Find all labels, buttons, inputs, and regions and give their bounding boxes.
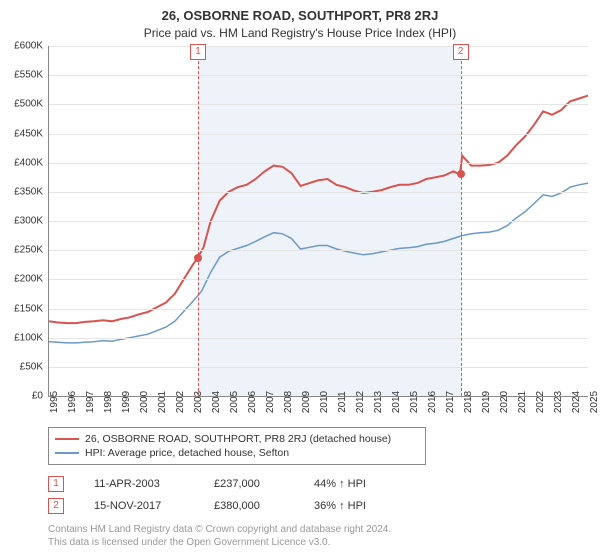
x-tick-label: 1999 [121, 391, 132, 413]
y-tick-label: £150K [14, 303, 43, 314]
y-tick-label: £200K [14, 274, 43, 285]
sale-date: 11-APR-2003 [94, 478, 184, 490]
y-tick-label: £0 [32, 391, 43, 402]
x-tick-label: 2013 [373, 391, 384, 413]
attribution-line: Contains HM Land Registry data © Crown c… [48, 523, 600, 536]
x-tick-label: 2012 [355, 391, 366, 413]
legend-swatch [55, 438, 79, 440]
chart-marker-dot [194, 254, 202, 262]
y-tick-label: £600K [14, 41, 43, 52]
legend-item: HPI: Average price, detached house, Seft… [55, 446, 419, 460]
chart-legend: 26, OSBORNE ROAD, SOUTHPORT, PR8 2RJ (de… [48, 427, 426, 465]
x-tick-label: 2016 [427, 391, 438, 413]
y-tick-label: £550K [14, 70, 43, 81]
sales-table: 1 11-APR-2003 £237,000 44% ↑ HPI 2 15-NO… [48, 473, 600, 517]
sale-marker-icon: 1 [48, 476, 64, 492]
x-tick-label: 1998 [103, 391, 114, 413]
x-tick-label: 2025 [589, 391, 600, 413]
x-tick-label: 2008 [283, 391, 294, 413]
attribution-line: This data is licensed under the Open Gov… [48, 536, 600, 549]
x-tick-label: 2023 [553, 391, 564, 413]
sale-date: 15-NOV-2017 [94, 500, 184, 512]
x-tick-label: 2017 [445, 391, 456, 413]
chart-marker-dot [457, 170, 465, 178]
chart-marker-label: 1 [190, 44, 206, 60]
x-tick-label: 1995 [49, 391, 60, 413]
attribution-text: Contains HM Land Registry data © Crown c… [48, 523, 600, 549]
x-tick-label: 2001 [157, 391, 168, 413]
x-tick-label: 2021 [517, 391, 528, 413]
chart-marker-label: 2 [453, 44, 469, 60]
y-tick-label: £250K [14, 245, 43, 256]
legend-item: 26, OSBORNE ROAD, SOUTHPORT, PR8 2RJ (de… [55, 432, 419, 446]
x-tick-label: 1996 [67, 391, 78, 413]
x-tick-label: 2000 [139, 391, 150, 413]
legend-label: 26, OSBORNE ROAD, SOUTHPORT, PR8 2RJ (de… [85, 433, 391, 445]
sale-marker-icon: 2 [48, 498, 64, 514]
y-tick-label: £100K [14, 332, 43, 343]
x-tick-label: 1997 [85, 391, 96, 413]
x-tick-label: 2004 [211, 391, 222, 413]
y-tick-label: £300K [14, 216, 43, 227]
x-tick-label: 2010 [319, 391, 330, 413]
x-tick-label: 2005 [229, 391, 240, 413]
chart-title: 26, OSBORNE ROAD, SOUTHPORT, PR8 2RJ [0, 0, 600, 23]
sale-vs-hpi: 36% ↑ HPI [314, 500, 394, 512]
x-tick-label: 2020 [499, 391, 510, 413]
x-tick-label: 2018 [463, 391, 474, 413]
sales-row: 1 11-APR-2003 £237,000 44% ↑ HPI [48, 473, 600, 495]
x-tick-label: 2006 [247, 391, 258, 413]
x-tick-label: 2015 [409, 391, 420, 413]
y-tick-label: £50K [20, 361, 43, 372]
legend-label: HPI: Average price, detached house, Seft… [85, 447, 289, 459]
chart-subtitle: Price paid vs. HM Land Registry's House … [0, 23, 600, 46]
x-tick-label: 2014 [391, 391, 402, 413]
sale-price: £380,000 [214, 500, 284, 512]
sale-vs-hpi: 44% ↑ HPI [314, 478, 394, 490]
x-tick-label: 2002 [175, 391, 186, 413]
y-tick-label: £500K [14, 99, 43, 110]
x-tick-label: 2022 [535, 391, 546, 413]
chart-plot-area: £0£50K£100K£150K£200K£250K£300K£350K£400… [48, 46, 588, 397]
x-tick-label: 2024 [571, 391, 582, 413]
y-tick-label: £350K [14, 186, 43, 197]
x-tick-label: 2009 [301, 391, 312, 413]
y-tick-label: £400K [14, 157, 43, 168]
x-tick-label: 2019 [481, 391, 492, 413]
y-tick-label: £450K [14, 128, 43, 139]
legend-swatch [55, 452, 79, 454]
sale-price: £237,000 [214, 478, 284, 490]
sales-row: 2 15-NOV-2017 £380,000 36% ↑ HPI [48, 495, 600, 517]
x-tick-label: 2007 [265, 391, 276, 413]
x-tick-label: 2011 [337, 391, 348, 413]
